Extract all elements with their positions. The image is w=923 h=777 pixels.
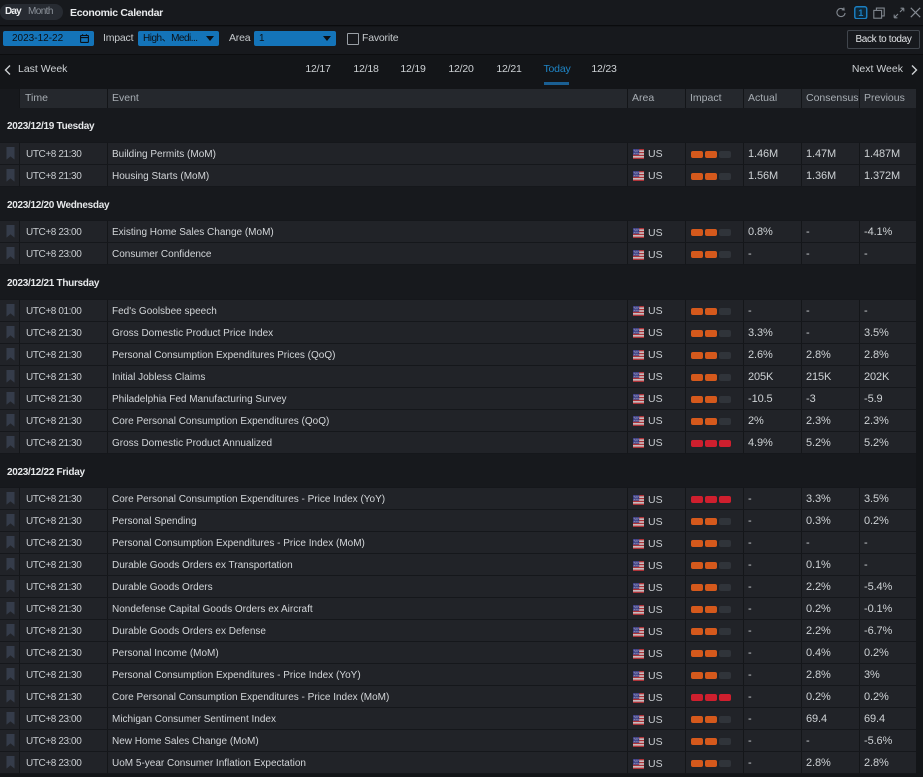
svg-text:1: 1: [858, 8, 863, 18]
